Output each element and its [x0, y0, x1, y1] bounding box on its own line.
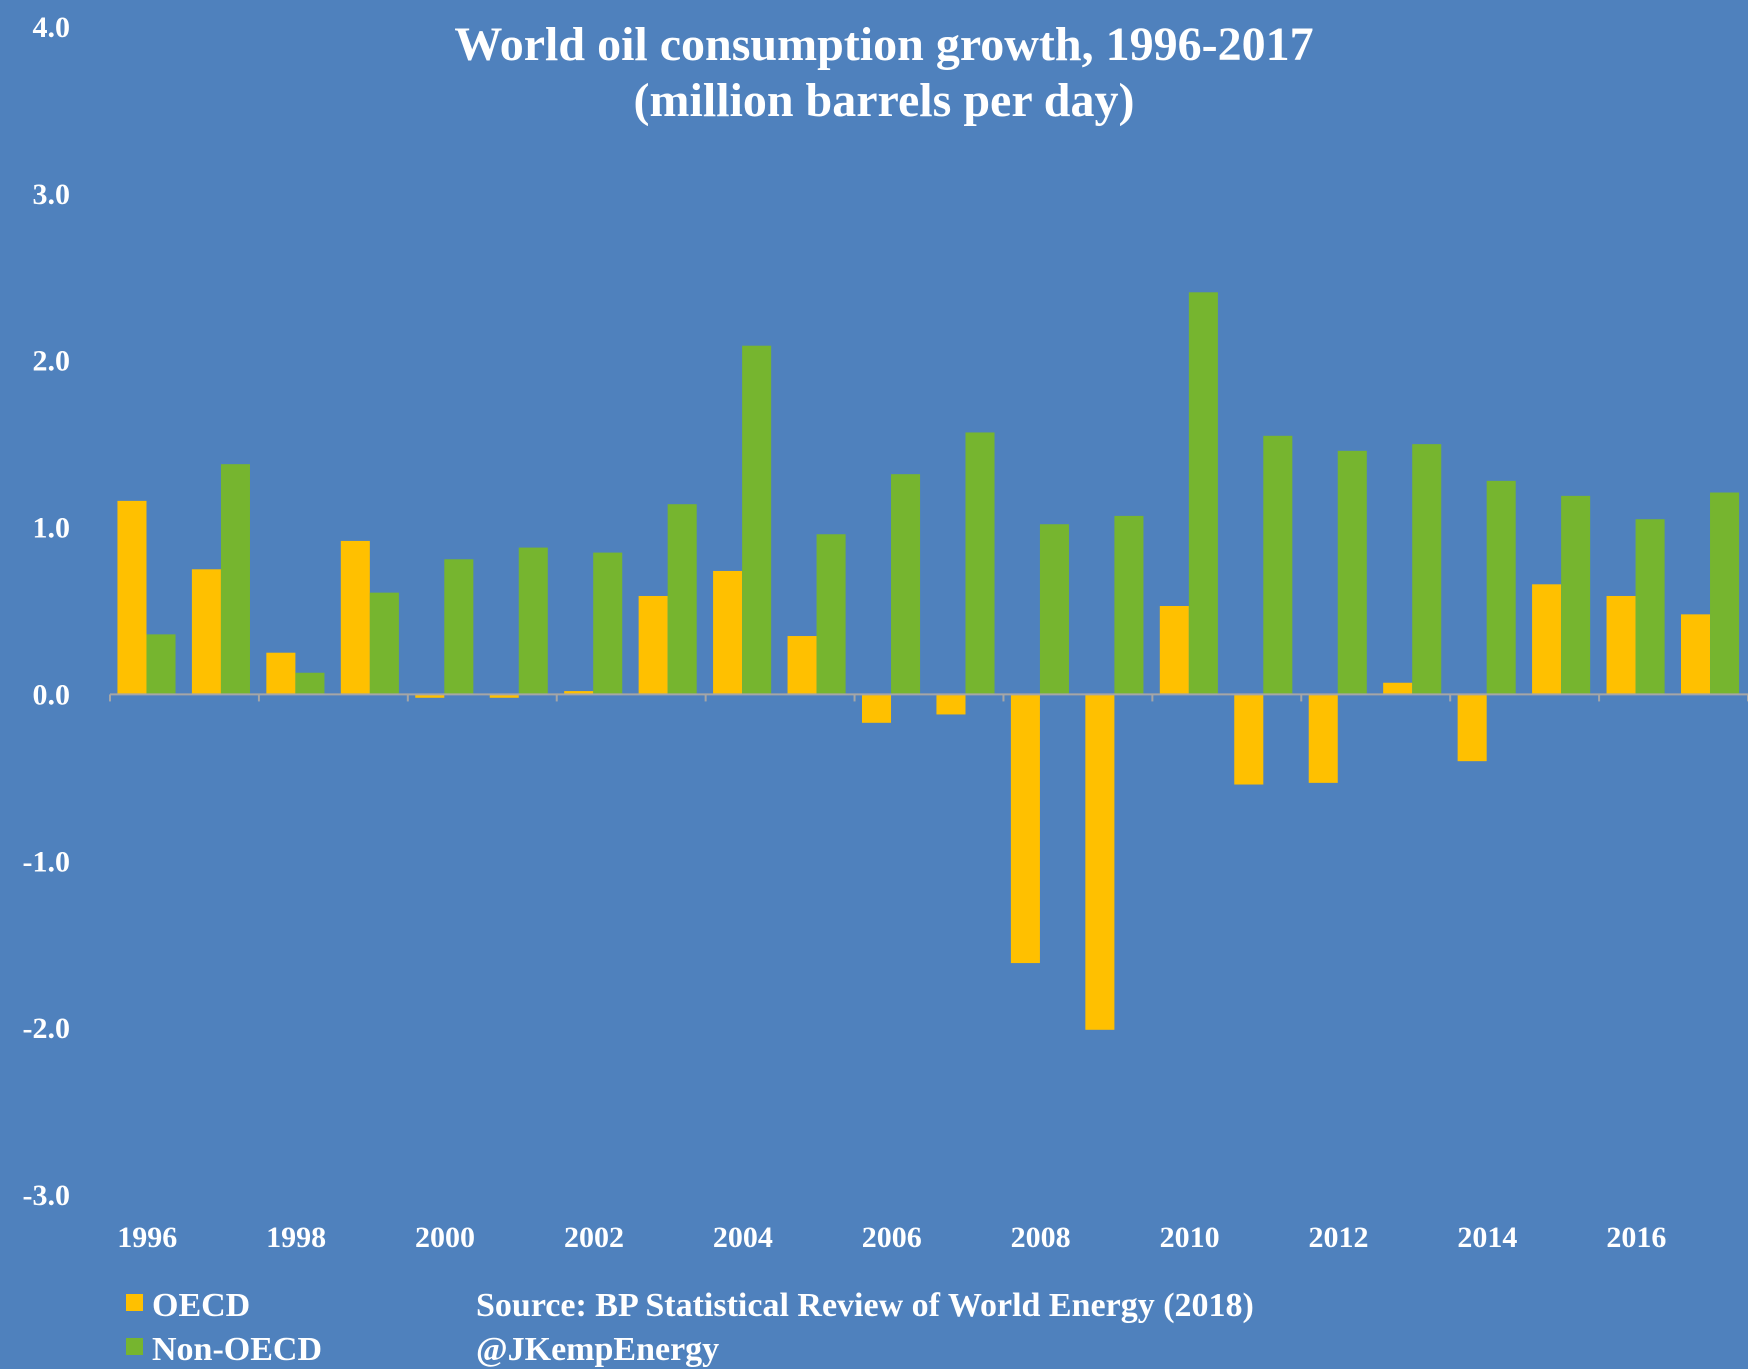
bar-oecd-2009	[1085, 694, 1115, 1030]
y-tick-label: -2.0	[23, 1012, 71, 1045]
bar-non-oecd-2007	[965, 432, 995, 695]
x-tick-label: 2006	[862, 1221, 922, 1254]
x-tick-label: 2014	[1457, 1221, 1517, 1254]
source-annotation: Source: BP Statistical Review of World E…	[476, 1287, 1254, 1324]
bar-oecd-2011	[1234, 694, 1264, 785]
bar-non-oecd-2013	[1412, 444, 1442, 695]
y-tick-label: 2.0	[33, 345, 71, 378]
bar-non-oecd-2003	[667, 504, 697, 695]
chart-subtitle: (million barrels per day)	[634, 74, 1135, 127]
bar-oecd-2000	[415, 694, 445, 698]
bar-oecd-2008	[1010, 694, 1040, 964]
bar-oecd-2016	[1606, 595, 1636, 695]
x-tick-label: 2016	[1606, 1221, 1666, 1254]
bar-oecd-2010	[1159, 605, 1189, 695]
y-tick-label: -1.0	[23, 845, 71, 878]
y-tick-label: 4.0	[33, 11, 71, 44]
bar-oecd-1996	[117, 500, 147, 695]
bar-non-oecd-1996	[146, 634, 176, 695]
bar-oecd-2006	[861, 694, 892, 723]
bar-non-oecd-1999	[369, 592, 399, 695]
bar-non-oecd-1997	[220, 464, 250, 695]
x-tick-label: 2002	[564, 1221, 624, 1254]
y-tick-label: 0.0	[33, 678, 71, 711]
legend-label-non-oecd: Non-OECD	[152, 1331, 322, 1368]
legend-label-oecd: OECD	[152, 1287, 250, 1324]
bar-non-oecd-2009	[1114, 515, 1144, 695]
y-tick-label: -3.0	[23, 1179, 71, 1212]
bar-non-oecd-2002	[593, 552, 623, 695]
bar-non-oecd-2005	[816, 534, 846, 695]
bar-non-oecd-2011	[1263, 435, 1293, 695]
legend-swatch-oecd	[126, 1294, 143, 1311]
x-tick-label: 2000	[415, 1221, 475, 1254]
bar-oecd-2015	[1532, 584, 1562, 695]
x-tick-label: 2012	[1309, 1221, 1369, 1254]
bar-non-oecd-2004	[742, 345, 772, 695]
bar-non-oecd-2001	[518, 547, 548, 695]
bar-non-oecd-2015	[1561, 495, 1591, 695]
bar-oecd-1998	[266, 652, 296, 695]
bar-oecd-2017	[1680, 614, 1711, 695]
bar-oecd-1997	[191, 569, 221, 695]
x-tick-label: 2008	[1011, 1221, 1071, 1254]
author-handle-annotation: @JKempEnergy	[476, 1331, 719, 1368]
bar-oecd-2012	[1308, 694, 1338, 783]
bar-non-oecd-2014	[1486, 480, 1516, 695]
bar-oecd-2001	[489, 694, 519, 698]
bar-group	[117, 292, 1740, 1030]
bar-non-oecd-2017	[1710, 492, 1740, 695]
bar-oecd-2013	[1383, 682, 1413, 695]
bar-oecd-2014	[1457, 694, 1487, 762]
bar-non-oecd-2016	[1635, 519, 1665, 695]
bar-non-oecd-2010	[1188, 292, 1218, 695]
chart-title: World oil consumption growth, 1996-2017	[454, 18, 1313, 71]
y-tick-label: 1.0	[33, 512, 71, 545]
x-tick-label: 2004	[713, 1221, 773, 1254]
bar-non-oecd-1998	[295, 672, 325, 695]
bar-non-oecd-2006	[891, 474, 921, 695]
x-tick-label: 2010	[1160, 1221, 1220, 1254]
x-axis	[109, 693, 1748, 702]
bar-oecd-2007	[936, 694, 966, 715]
bar-oecd-2002	[564, 691, 594, 695]
bar-oecd-2005	[787, 636, 817, 695]
x-axis-ticks: 1996 1998 2000 2002 2004 2006 2008 2010 2012 2014…	[117, 1221, 1666, 1254]
bar-non-oecd-2012	[1337, 450, 1367, 695]
x-tick-label: 1996	[117, 1221, 177, 1254]
y-axis-ticks: 4.0 3.0 2.0 1.0 0.0 -1.0 -2.0 -3.0	[23, 11, 71, 1212]
bar-oecd-2004	[713, 570, 743, 695]
bar-oecd-2003	[638, 595, 668, 695]
legend: OECD Non-OECD	[126, 1287, 322, 1368]
bar-non-oecd-2008	[1039, 524, 1069, 695]
bar-non-oecd-2000	[444, 559, 474, 695]
y-tick-label: 3.0	[33, 178, 71, 211]
x-tick-label: 1998	[266, 1221, 326, 1254]
legend-swatch-non-oecd	[126, 1338, 143, 1355]
bar-oecd-1999	[340, 540, 370, 695]
